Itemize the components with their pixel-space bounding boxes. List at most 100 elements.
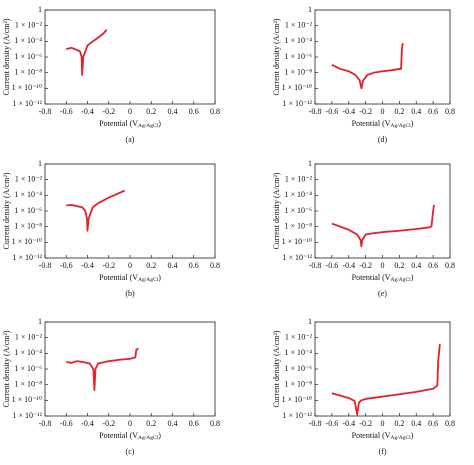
x-tick-label: -0.6: [326, 261, 339, 270]
data-line: [331, 344, 441, 416]
x-label-subscript: Ag/AgCl: [391, 435, 412, 441]
y-axis-label: Current density (A/cm²): [2, 330, 11, 407]
y-tick-label: 1 × 10⁻¹²: [12, 253, 42, 262]
x-tick-label: 0.4: [411, 419, 421, 428]
plot-frame: [314, 321, 451, 417]
y-tick-label: 1 × 10⁻⁶: [284, 206, 312, 215]
x-tick-label: 0.6: [189, 419, 199, 428]
x-tick-label: 0.2: [394, 419, 404, 428]
y-tick-label: 1 × 10⁻⁸: [284, 67, 312, 76]
x-tick-label: -0.4: [81, 261, 94, 270]
y-tick-label: 1 × 10⁻⁸: [284, 379, 312, 388]
x-tick-label: 0.4: [411, 107, 421, 116]
x-tick-label: 0.4: [168, 419, 178, 428]
x-tick-label: 0.6: [189, 107, 199, 116]
y-tick-label: 1: [38, 317, 42, 326]
x-label-end: ): [158, 119, 161, 128]
panel-label: (f): [379, 447, 387, 456]
x-tick-label: 0.6: [428, 419, 438, 428]
y-tick-label: 1 × 10⁻¹⁰: [12, 83, 42, 92]
y-tick-label: 1 × 10⁻⁶: [284, 52, 312, 61]
x-tick-label: -0.8: [309, 261, 322, 270]
x-tick-label: -0.2: [359, 261, 372, 270]
x-label-subscript: Ag/AgCl: [391, 123, 412, 129]
data-line: [331, 42, 404, 90]
plot-frame: [44, 9, 216, 105]
y-tick-label: 1 × 10⁻⁴: [284, 36, 312, 45]
y-tick-label: 1 × 10⁻¹⁰: [282, 395, 312, 404]
x-tick-label: 0: [381, 261, 385, 270]
y-tick-label: 1 × 10⁻⁸: [14, 221, 42, 230]
panel: 1 1 × 10⁻² 1 × 10⁻⁴ 1 × 10⁻⁶ 1 × 10⁻⁸ 1 × 10⁻…: [2, 5, 220, 144]
x-tick-label: -0.2: [102, 107, 115, 116]
x-tick-label: 0.2: [394, 107, 404, 116]
y-tick-label: 1 × 10⁻⁸: [14, 67, 42, 76]
panel: 1 1 × 10⁻² 1 × 10⁻⁴ 1 × 10⁻⁶ 1 × 10⁻⁸ 1 × 10⁻…: [272, 5, 455, 144]
x-axis-label: Potential (VAg/AgCl): [99, 119, 161, 129]
y-tick-label: 1: [308, 159, 312, 168]
x-tick-label: 0.4: [411, 261, 421, 270]
data-line: [66, 29, 108, 76]
panel: 1 1 × 10⁻² 1 × 10⁻⁴ 1 × 10⁻⁶ 1 × 10⁻⁸ 1 × 10⁻…: [2, 159, 220, 298]
data-line: [331, 204, 435, 248]
x-tick-label: -0.4: [342, 261, 355, 270]
x-tick-label: -0.8: [39, 419, 52, 428]
x-label-end: ): [411, 431, 414, 440]
x-label-subscript: Ag/AgCl: [138, 277, 159, 283]
y-tick-label: 1 × 10⁻¹⁰: [282, 83, 312, 92]
x-tick-label: 0: [381, 419, 385, 428]
panel: 1 1 × 10⁻² 1 × 10⁻⁴ 1 × 10⁻⁶ 1 × 10⁻⁸ 1 × 10⁻…: [2, 317, 220, 456]
y-tick-label: 1 × 10⁻⁶: [14, 52, 42, 61]
plot-frame: [314, 163, 451, 259]
x-label-text: Potential (V: [352, 119, 391, 128]
x-label-subscript: Ag/AgCl: [391, 277, 412, 283]
x-tick-label: -0.8: [39, 261, 52, 270]
y-tick-label: 1: [38, 159, 42, 168]
panel-label: (c): [126, 447, 135, 456]
x-label-end: ): [411, 119, 414, 128]
y-tick-label: 1: [308, 317, 312, 326]
y-tick-label: 1 × 10⁻¹²: [282, 99, 312, 108]
x-label-subscript: Ag/AgCl: [138, 123, 159, 129]
x-tick-label: 0.8: [210, 261, 220, 270]
y-tick-label: 1: [38, 5, 42, 14]
x-tick-label: -0.6: [60, 107, 73, 116]
x-tick-label: -0.8: [309, 419, 322, 428]
x-tick-label: -0.2: [359, 419, 372, 428]
y-tick-label: 1 × 10⁻¹⁰: [12, 395, 42, 404]
x-tick-label: 0.8: [210, 107, 220, 116]
y-tick-label: 1 × 10⁻¹²: [282, 253, 312, 262]
x-tick-label: -0.8: [309, 107, 322, 116]
plot-frame: [314, 9, 451, 105]
panel-label: (b): [125, 289, 135, 298]
x-tick-label: -0.2: [102, 261, 115, 270]
x-tick-label: 0.2: [394, 261, 404, 270]
x-tick-label: -0.4: [81, 107, 94, 116]
y-tick-label: 1 × 10⁻⁶: [14, 364, 42, 373]
y-axis-label: Current density (A/cm²): [272, 172, 281, 249]
x-tick-label: 0.8: [445, 261, 455, 270]
x-tick-label: -0.4: [81, 419, 94, 428]
x-label-subscript: Ag/AgCl: [138, 435, 159, 441]
data-line: [66, 347, 139, 392]
y-tick-label: 1 × 10⁻¹²: [12, 99, 42, 108]
y-tick-label: 1 × 10⁻²: [285, 174, 313, 183]
y-tick-label: 1 × 10⁻⁶: [284, 364, 312, 373]
x-tick-label: 0.8: [210, 419, 220, 428]
y-tick-label: 1 × 10⁻⁶: [14, 206, 42, 215]
x-label-text: Potential (V: [99, 273, 138, 282]
x-tick-label: 0.8: [445, 419, 455, 428]
plot-frame: [44, 163, 216, 259]
x-label-text: Potential (V: [352, 431, 391, 440]
x-tick-label: -0.2: [102, 419, 115, 428]
x-tick-label: -0.6: [60, 419, 73, 428]
y-axis-label: Current density (A/cm²): [272, 18, 281, 95]
y-tick-label: 1 × 10⁻²: [285, 332, 313, 341]
x-tick-label: -0.4: [342, 419, 355, 428]
y-tick-label: 1 × 10⁻²: [15, 174, 43, 183]
x-tick-label: 0.6: [428, 107, 438, 116]
y-tick-label: 1 × 10⁻²: [15, 332, 43, 341]
panel-label: (d): [378, 135, 388, 144]
x-label-text: Potential (V: [352, 273, 391, 282]
